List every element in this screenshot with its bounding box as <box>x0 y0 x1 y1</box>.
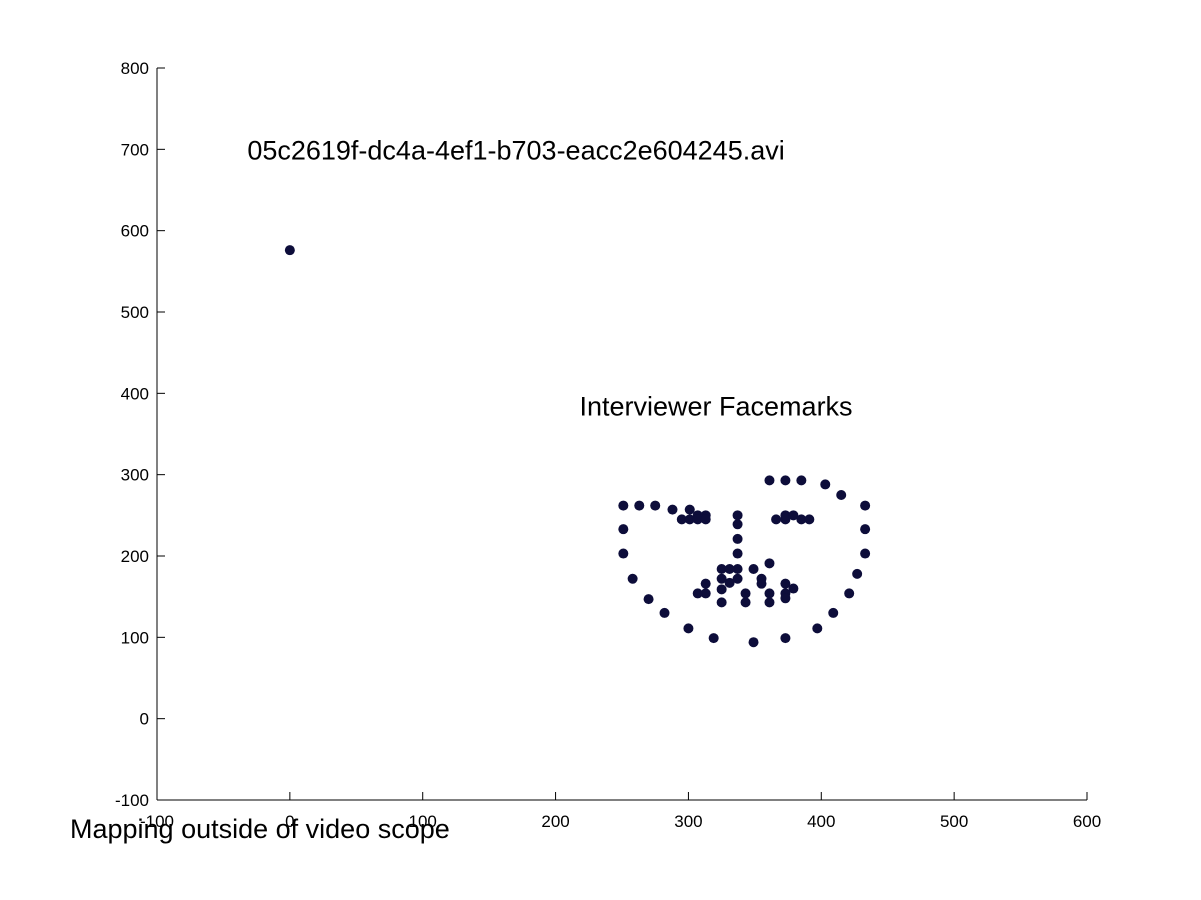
data-point <box>748 637 759 648</box>
data-point <box>740 588 751 599</box>
x-tick-label: 200 <box>541 812 569 831</box>
x-tick-label: 500 <box>940 812 968 831</box>
y-tick-label: 200 <box>121 547 149 566</box>
x-tick-label: -100 <box>140 812 174 831</box>
data-point <box>708 633 719 644</box>
y-tick-label: -100 <box>115 791 149 810</box>
data-point <box>676 514 687 525</box>
x-tick-label: 300 <box>674 812 702 831</box>
data-point <box>756 578 767 589</box>
data-point <box>284 245 295 256</box>
data-point <box>796 514 807 525</box>
data-point <box>828 607 839 618</box>
x-tick-label: 600 <box>1073 812 1101 831</box>
data-point <box>700 588 711 599</box>
y-tick-label: 700 <box>121 140 149 159</box>
data-points <box>284 245 871 648</box>
data-point <box>716 573 727 584</box>
data-point <box>732 510 743 521</box>
y-tick-label: 300 <box>121 466 149 485</box>
data-point <box>684 514 695 525</box>
data-point <box>820 479 831 490</box>
data-point <box>860 524 871 535</box>
data-point <box>659 607 670 618</box>
data-point <box>667 504 678 515</box>
data-point <box>844 588 855 599</box>
annotation-text: Interviewer Facemarks <box>579 392 852 422</box>
data-point <box>716 597 727 608</box>
annotations: 05c2619f-dc4a-4ef1-b703-eacc2e604245.avi… <box>247 135 852 421</box>
data-point <box>634 500 645 511</box>
x-axis: -100 0 100 200 300 400 500 600 <box>140 792 1101 831</box>
data-point <box>788 510 799 521</box>
y-tick-label: 0 <box>140 710 149 729</box>
x-tick-label: 0 <box>285 812 294 831</box>
data-point <box>618 548 629 559</box>
data-point <box>860 500 871 511</box>
data-point <box>692 588 703 599</box>
data-point <box>771 514 782 525</box>
y-tick-label: 100 <box>121 628 149 647</box>
data-point <box>764 475 775 486</box>
data-point <box>627 573 638 584</box>
y-tick-label: 400 <box>121 384 149 403</box>
data-point <box>716 564 727 575</box>
y-tick-label: 500 <box>121 303 149 322</box>
data-point <box>740 597 751 608</box>
data-point <box>732 533 743 544</box>
data-point <box>764 597 775 608</box>
y-tick-label: 600 <box>121 222 149 241</box>
data-point <box>643 594 654 605</box>
y-axis: -100 0 100 200 300 400 500 600 700 800 <box>115 59 165 810</box>
data-point <box>724 564 735 575</box>
data-point <box>764 588 775 599</box>
data-point <box>804 514 815 525</box>
data-point <box>788 583 799 594</box>
data-point <box>650 500 661 511</box>
data-point <box>796 475 807 486</box>
data-point <box>860 548 871 559</box>
data-point <box>732 519 743 530</box>
data-point <box>812 623 823 634</box>
data-point <box>780 510 791 521</box>
data-point <box>764 558 775 569</box>
data-point <box>780 633 791 644</box>
data-point <box>780 578 791 589</box>
caption: Mapping outside of video scope <box>70 814 450 844</box>
data-point <box>732 564 743 575</box>
data-point <box>683 623 694 634</box>
data-point <box>618 524 629 535</box>
data-point <box>732 548 743 559</box>
data-point <box>700 578 711 589</box>
data-point <box>852 568 863 579</box>
annotation-text: 05c2619f-dc4a-4ef1-b703-eacc2e604245.avi <box>247 135 784 165</box>
data-point <box>732 573 743 584</box>
data-point <box>780 593 791 604</box>
data-point <box>780 475 791 486</box>
data-point <box>748 564 759 575</box>
data-point <box>618 500 629 511</box>
data-point <box>836 490 847 500</box>
data-point <box>684 504 695 515</box>
data-point <box>724 577 735 588</box>
y-tick-label: 800 <box>121 59 149 78</box>
x-tick-label: 100 <box>409 812 437 831</box>
x-tick-label: 400 <box>807 812 835 831</box>
data-point <box>692 514 703 525</box>
data-point <box>700 514 711 525</box>
data-point <box>716 584 727 595</box>
